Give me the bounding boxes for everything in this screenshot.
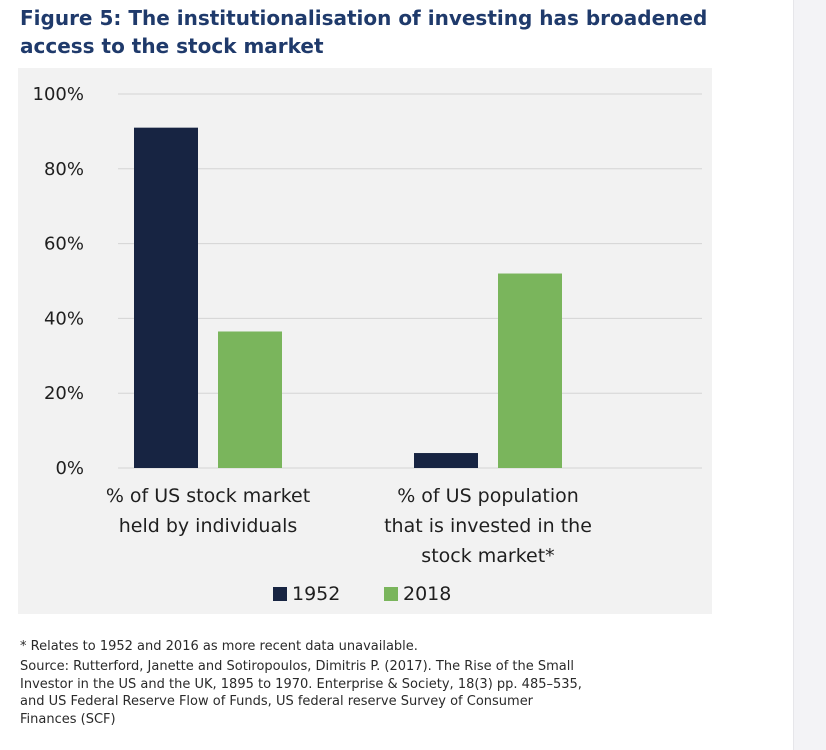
x-category-label: % of US stock market <box>106 485 310 507</box>
y-tick-label: 40% <box>44 308 84 329</box>
x-category-label: that is invested in the <box>384 515 592 537</box>
legend-label: 2018 <box>403 583 451 605</box>
bar-chart: 0% 20% 40% 60% 80% 100% % of US stock market he… <box>33 84 702 605</box>
legend-swatch-1952 <box>273 587 287 601</box>
figure-title-line-2: access to the stock market <box>20 34 324 58</box>
chart-area: 0% 20% 40% 60% 80% 100% % of US stock market he… <box>18 68 712 614</box>
source-line-3: and US Federal Reserve Flow of Funds, US… <box>20 694 534 709</box>
source-line-4: Finances (SCF) <box>20 711 116 727</box>
footnote: * Relates to 1952 and 2016 as more recen… <box>20 639 418 654</box>
figure-title: Figure 5: The institutionalisation of in… <box>20 4 760 60</box>
source-note: Source: Rutterford, Janette and Sotiropo… <box>20 658 710 728</box>
y-tick-label: 60% <box>44 234 84 255</box>
bar-1952 <box>134 127 198 468</box>
source-line-1: Source: Rutterford, Janette and Sotiropo… <box>20 659 574 674</box>
x-category-label: % of US population <box>397 485 579 507</box>
bar-1952 <box>414 453 478 468</box>
figure-title-line-1: Figure 5: The institutionalisation of in… <box>20 6 708 30</box>
x-category-label: stock market* <box>421 545 554 567</box>
y-tick-label: 100% <box>33 84 84 105</box>
y-tick-label: 0% <box>55 458 84 479</box>
legend-label: 1952 <box>292 583 340 605</box>
bar-2018 <box>498 273 562 468</box>
right-margin-panel <box>793 0 826 750</box>
x-category-label: held by individuals <box>119 515 298 537</box>
source-line-2: Investor in the US and the UK, 1895 to 1… <box>20 676 582 692</box>
bar-2018 <box>218 331 282 468</box>
y-tick-label: 20% <box>44 383 84 404</box>
legend-swatch-2018 <box>384 587 398 601</box>
y-tick-label: 80% <box>44 159 84 180</box>
